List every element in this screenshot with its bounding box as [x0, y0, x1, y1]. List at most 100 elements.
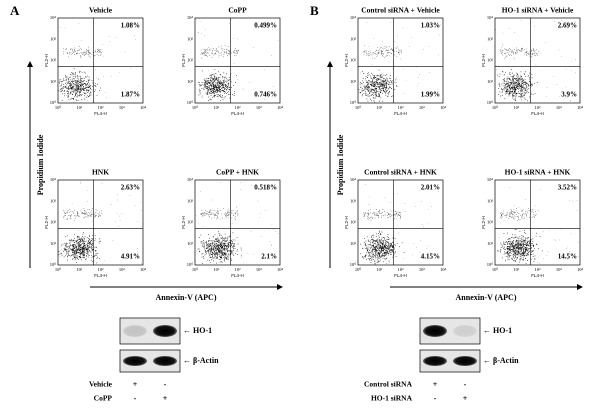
dot: [370, 258, 372, 259]
dot: [75, 244, 77, 246]
dot: [223, 237, 225, 239]
dot: [68, 77, 69, 79]
dot: [236, 210, 238, 212]
dot: [381, 81, 383, 83]
dot: [383, 83, 385, 85]
dot: [509, 91, 510, 93]
dot: [67, 82, 68, 84]
dot: [75, 215, 77, 217]
dot: [377, 258, 378, 260]
dot: [218, 81, 220, 83]
dot: [514, 246, 516, 248]
dot: [219, 84, 220, 86]
dot: [86, 216, 88, 218]
dot: [215, 84, 217, 86]
y-channel-label: FL2-H: [44, 216, 49, 229]
dot: [73, 68, 75, 69]
condition-sign: -: [134, 394, 137, 403]
dot: [223, 81, 225, 83]
dot: [419, 190, 420, 191]
dot: [521, 241, 523, 243]
dot: [79, 81, 80, 83]
dot: [84, 83, 86, 84]
dot: [207, 87, 208, 89]
dot: [224, 52, 226, 54]
dot: [506, 88, 508, 89]
dot: [228, 80, 229, 82]
dot: [96, 258, 98, 259]
dot: [227, 210, 228, 212]
dot: [75, 254, 76, 256]
dot: [67, 96, 69, 98]
dot: [208, 216, 210, 218]
dot: [85, 76, 87, 77]
y-tick-label: 10⁴: [350, 177, 357, 182]
dot: [207, 86, 208, 88]
dot: [378, 242, 379, 244]
dot: [389, 84, 391, 85]
dot: [219, 83, 221, 84]
dot: [519, 240, 521, 241]
dot: [89, 235, 90, 237]
dot: [219, 251, 220, 253]
dot: [65, 250, 67, 251]
dot: [277, 40, 279, 41]
dot: [75, 99, 77, 101]
dot: [518, 253, 519, 255]
dot: [367, 46, 369, 47]
dot: [210, 81, 212, 83]
dot: [509, 78, 511, 79]
dot: [515, 240, 517, 241]
dot: [76, 93, 78, 95]
dot: [214, 255, 216, 257]
dot: [516, 77, 518, 79]
dot: [515, 90, 516, 91]
dot: [234, 52, 236, 54]
dot: [227, 253, 229, 255]
dot: [510, 243, 512, 244]
dot: [398, 54, 400, 55]
dot: [379, 247, 381, 249]
dot: [214, 81, 215, 82]
dot: [231, 250, 232, 252]
dot: [511, 87, 513, 88]
dot: [212, 199, 213, 201]
dot: [209, 88, 211, 90]
dot: [527, 241, 529, 243]
dot: [383, 253, 385, 254]
x-tick-label: 10²: [98, 105, 105, 110]
dot: [521, 99, 523, 101]
dot: [225, 245, 227, 246]
dot: [529, 245, 531, 247]
dot: [503, 74, 505, 76]
dot: [513, 81, 515, 83]
dot: [80, 248, 82, 250]
dot: [130, 68, 131, 69]
dot: [397, 193, 398, 195]
dot: [89, 209, 90, 211]
dot: [96, 210, 98, 211]
dot: [96, 254, 97, 256]
dot: [522, 259, 523, 261]
dot: [497, 74, 498, 76]
dot: [202, 263, 204, 264]
dot: [82, 239, 84, 241]
dot: [504, 52, 506, 54]
dot: [59, 85, 61, 87]
dot: [390, 87, 391, 88]
dot: [206, 83, 208, 85]
dot: [87, 253, 89, 255]
dot: [221, 241, 222, 243]
dot: [220, 86, 221, 88]
dot: [221, 83, 223, 85]
dot: [72, 247, 74, 249]
dot: [379, 213, 380, 214]
dot: [211, 92, 213, 94]
dot: [61, 88, 63, 90]
dot: [388, 260, 390, 262]
dot: [371, 239, 372, 240]
dot: [62, 250, 64, 252]
dot: [210, 257, 212, 258]
dot: [142, 59, 144, 60]
dot: [69, 248, 71, 250]
